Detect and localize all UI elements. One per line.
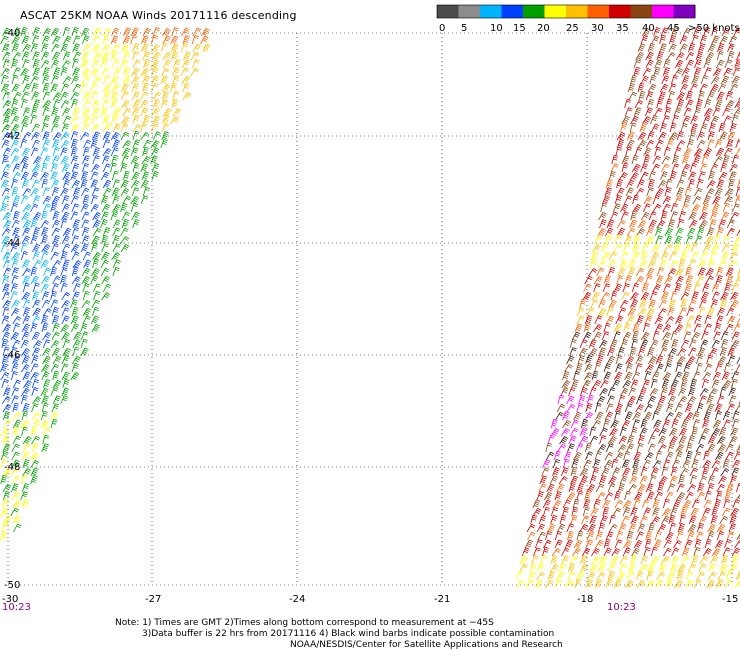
legend-label: 30: [591, 23, 604, 34]
legend-swatch: [674, 5, 696, 18]
longitude-label: -18: [577, 594, 593, 605]
legend-swatch: [652, 5, 674, 18]
legend-swatch: [609, 5, 631, 18]
legend-swatch: [502, 5, 524, 18]
legend-label: 35: [616, 23, 629, 34]
right-swath-barbs: [516, 27, 740, 588]
legend-swatch: [545, 5, 567, 18]
latitude-label: -46: [4, 350, 20, 361]
latitude-label: -44: [4, 238, 20, 249]
legend-label: 45: [667, 23, 680, 34]
latitude-label: -50: [4, 580, 20, 591]
latitude-label: -48: [4, 462, 20, 473]
legend-label: 40: [642, 23, 655, 34]
wind-barb-swaths: [1, 27, 740, 588]
left-swath-barbs: [1, 27, 211, 540]
legend-label: 20: [537, 23, 550, 34]
legend-swatch: [588, 5, 610, 18]
note-line-1: Note: 1) Times are GMT 2)Times along bot…: [115, 618, 494, 629]
legend-swatch: [480, 5, 502, 18]
axis-labels: -40-42-44-46-48-50-30-27-24-21-18-1510:2…: [2, 28, 738, 613]
legend-swatch: [631, 5, 653, 18]
legend-swatch: [437, 5, 459, 18]
legend-swatch: [523, 5, 545, 18]
wind-speed-legend: 0 5 10 15 20 25 30 35 40 45 >50 knots: [0, 0, 740, 40]
longitude-label: -21: [434, 594, 450, 605]
legend-label: 25: [566, 23, 579, 34]
legend-swatch: [566, 5, 588, 18]
legend-label: 5: [461, 23, 467, 34]
time-label: 10:23: [2, 602, 31, 613]
lat-lon-grid: [8, 33, 732, 585]
legend-label: >50 knots: [688, 23, 740, 34]
legend-label: 0: [439, 23, 445, 34]
legend-label: 10: [490, 23, 503, 34]
legend-label: 15: [513, 23, 526, 34]
longitude-label: -15: [722, 594, 738, 605]
note-line-3: NOAA/NESDIS/Center for Satellite Applica…: [290, 640, 563, 651]
longitude-label: -24: [289, 594, 305, 605]
time-label: 10:23: [607, 602, 636, 613]
longitude-label: -27: [145, 594, 161, 605]
legend-color-bar: [437, 5, 696, 18]
legend-labels: 0 5 10 15 20 25 30 35 40 45 >50 knots: [439, 23, 740, 34]
legend-swatch: [459, 5, 481, 18]
latitude-label: -42: [4, 131, 20, 142]
note-line-2: 3)Data buffer is 22 hrs from 20171116 4)…: [142, 629, 554, 640]
